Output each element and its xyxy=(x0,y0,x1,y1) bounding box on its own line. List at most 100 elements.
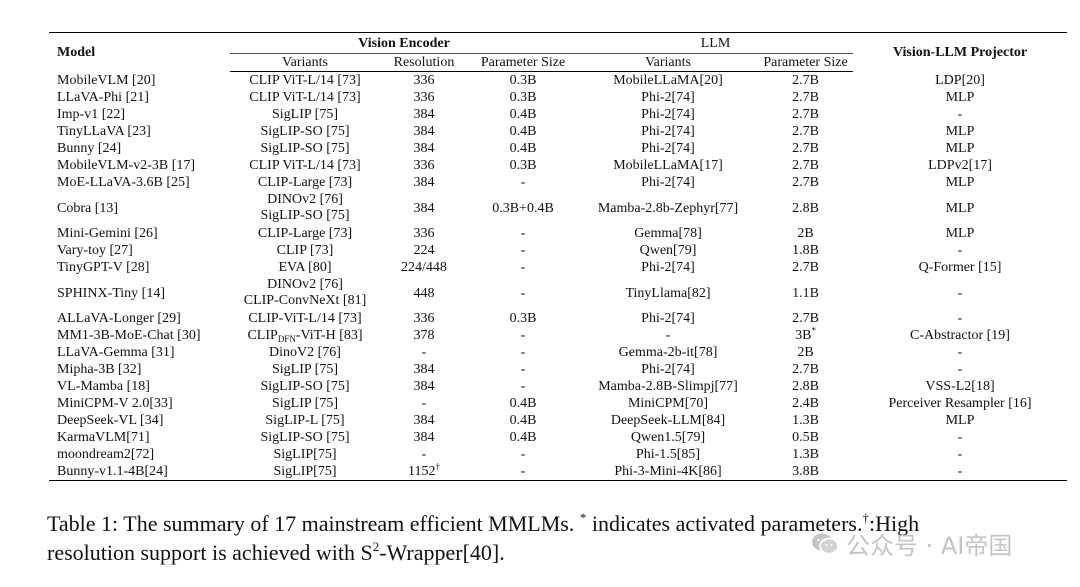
cell-projector: MLP xyxy=(945,90,975,105)
cell-resolution: 448 xyxy=(413,285,435,301)
cell-param-size: 0.3B xyxy=(509,158,537,173)
cell-llm-param-size: 2.7B xyxy=(792,124,819,139)
cell-resolution: 384 xyxy=(413,124,435,139)
table-row: MiniCPM-V 2.0[33] SigLIP [75] - 0.4B Min… xyxy=(49,395,1067,412)
cell-llm-param-size: 1.1B xyxy=(792,285,819,301)
cell-encoder-line: DINOv2 [76] xyxy=(267,277,343,292)
cell-llm-param-size: 2.7B xyxy=(792,107,819,122)
cell-encoder: CLIP ViT-L/14 [73] xyxy=(249,158,361,173)
table-row: Bunny-v1.1-4B[24] SigLIP[75] 1152† - Phi… xyxy=(49,462,1068,481)
cell-model: KarmaVLM[71] xyxy=(57,430,150,445)
cell-model: SPHINX-Tiny [14] xyxy=(57,285,166,301)
cell-llm-param-size: 3.8B xyxy=(758,463,854,481)
cell-projector: MLP xyxy=(945,175,975,190)
table-row: KarmaVLM[71] SigLIP-SO [75] 384 0.4B Qwe… xyxy=(49,429,1067,446)
table-row: LLaVA-Gemma [31] DinoV2 [76] - - Gemma-2… xyxy=(49,344,1067,361)
cell-model: DeepSeek-VL [34] xyxy=(57,413,164,428)
cell-encoder: DinoV2 [76] xyxy=(269,345,341,360)
cell-llm: Gemma[78] xyxy=(634,226,702,241)
cell-llm-param-size: 3B* xyxy=(795,325,816,343)
cell-projector: VSS-L2[18] xyxy=(925,379,995,394)
table-row: Cobra [13] DINOv2 [76] SigLIP-SO [75] 38… xyxy=(49,191,1067,225)
cell-model: Imp-v1 [22] xyxy=(57,107,126,122)
table-row: Bunny [24] SigLIP-SO [75] 384 0.4B Phi-2… xyxy=(49,140,1067,157)
cell-resolution: 384 xyxy=(413,413,435,428)
cell-model: VL-Mamba [18] xyxy=(57,379,150,394)
cell-param-size: - xyxy=(520,362,526,377)
cell-llm: Phi-2[74] xyxy=(641,260,695,275)
cell-param-size: 0.4B xyxy=(509,413,537,428)
table-row: TinyLLaVA [23] SigLIP-SO [75] 384 0.4B P… xyxy=(49,123,1067,140)
table-row: Mini-Gemini [26] CLIP-Large [73] 336 - G… xyxy=(49,225,1067,242)
cell-llm: - xyxy=(665,328,671,343)
cell-llm: Qwen1.5[79] xyxy=(630,430,706,445)
cell-projector: MLP xyxy=(945,124,975,139)
cell-llm-param-size: 2.7B xyxy=(792,260,819,275)
cell-resolution: 384 xyxy=(413,200,435,216)
cell-llm-param-size: 2.7B xyxy=(792,73,819,88)
cell-encoder: SigLIP[75] xyxy=(230,463,380,481)
cell-param-size: 0.3B+0.4B xyxy=(492,200,554,216)
cell-llm: Mamba-2.8B-Slimpj[77] xyxy=(598,379,738,394)
table-row: DeepSeek-VL [34] SigLIP-L [75] 384 0.4B … xyxy=(49,412,1067,429)
cell-param-size: - xyxy=(520,447,526,462)
table-row: SPHINX-Tiny [14] DINOv2 [76] CLIP-ConvNe… xyxy=(49,276,1067,310)
cell-llm: Phi-2[74] xyxy=(641,141,695,156)
header-llm-param-size: Parameter Size xyxy=(758,53,854,72)
cell-llm: TinyLlama[82] xyxy=(625,285,711,301)
cell-resolution: 336 xyxy=(413,226,435,241)
cell-encoder: SigLIP-L [75] xyxy=(265,413,345,428)
cell-model: TinyGPT-V [28] xyxy=(57,260,150,275)
cell-model: MobileVLM [20] xyxy=(57,72,156,88)
cell-param-size: - xyxy=(520,285,526,301)
cell-resolution: 336 xyxy=(413,311,435,326)
cell-llm-param-size: 2.7B xyxy=(792,311,819,326)
cell-llm-param-size: 2.7B xyxy=(792,158,819,173)
cell-resolution: - xyxy=(421,447,427,462)
cell-projector: - xyxy=(957,285,963,301)
cell-encoder-line: DINOv2 [76] xyxy=(267,192,343,207)
cell-encoder: CLIP-ViT-L/14 [73] xyxy=(248,311,362,326)
table-row: MM1-3B-MoE-Chat [30] CLIPDFN-ViT-H [83] … xyxy=(49,325,1067,344)
cell-model: Bunny-v1.1-4B[24] xyxy=(49,463,230,481)
cell-param-size: 0.3B xyxy=(509,73,537,88)
cell-llm: Phi-2[74] xyxy=(641,90,695,105)
cell-llm: Phi-1.5[85] xyxy=(635,447,701,462)
cell-projector: LDP[20] xyxy=(935,72,985,88)
cell-projector: MLP xyxy=(945,413,975,428)
cell-llm-param-size: 2.7B xyxy=(792,175,819,190)
cell-projector: - xyxy=(957,362,963,377)
cell-param-size: - xyxy=(520,328,526,343)
cell-projector: - xyxy=(957,311,963,326)
cell-param-size: 0.4B xyxy=(509,107,537,122)
table-row: TinyGPT-V [28] EVA [80] 224/448 - Phi-2[… xyxy=(49,259,1067,276)
cell-llm: DeepSeek-LLM[84] xyxy=(610,413,726,428)
cell-llm-param-size: 2.7B xyxy=(792,141,819,156)
header-encoder-variants: Variants xyxy=(230,53,380,72)
cell-model: MM1-3B-MoE-Chat [30] xyxy=(57,328,201,343)
header-llm: LLM xyxy=(578,32,854,54)
cell-projector: LDPv2[17] xyxy=(928,158,992,173)
cell-encoder: SigLIP [75] xyxy=(272,396,338,411)
cell-encoder: SigLIP-SO [75] xyxy=(260,430,350,445)
cell-projector: Q-Former [15] xyxy=(918,260,1002,275)
watermark-text: 公众号 · AI帝国 xyxy=(846,532,1013,560)
cell-llm: MobileLLaMA[17] xyxy=(613,158,723,173)
cell-encoder: CLIP [73] xyxy=(276,243,334,258)
table-row: LLaVA-Phi [21] CLIP ViT-L/14 [73] 336 0.… xyxy=(49,89,1067,106)
cell-encoder: CLIP ViT-L/14 [73] xyxy=(249,90,361,105)
cell-projector: MLP xyxy=(945,226,975,241)
cell-llm-param-size: 2.8B xyxy=(792,200,819,216)
cell-resolution: 336 xyxy=(413,158,435,173)
table-row: MobileVLM-v2-3B [17] CLIP ViT-L/14 [73] … xyxy=(49,157,1067,174)
header-resolution: Resolution xyxy=(380,53,468,72)
cell-llm: MobileLLaMA[20] xyxy=(613,73,723,88)
cell-resolution: 384 xyxy=(413,107,435,122)
cell-llm-param-size: 2.8B xyxy=(792,379,819,394)
cell-param-size: - xyxy=(520,345,526,360)
cell-param-size: 0.4B xyxy=(509,396,537,411)
cell-resolution: - xyxy=(421,345,427,360)
cell-encoder: CLIP ViT-L/14 [73] xyxy=(249,73,361,88)
cell-model: LLaVA-Gemma [31] xyxy=(57,345,175,360)
